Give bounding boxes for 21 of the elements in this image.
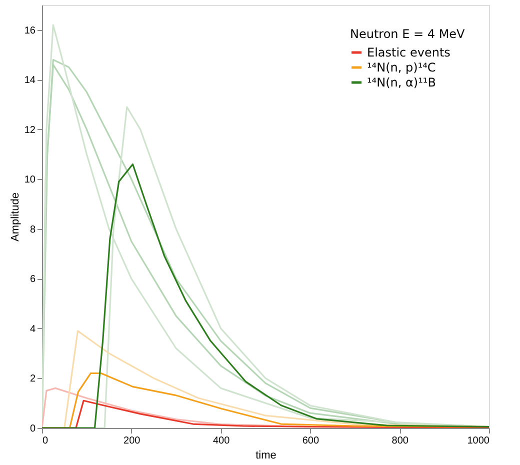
x-tick-label: 200 — [124, 436, 141, 446]
y-tick-label: 8 — [30, 224, 36, 236]
y-tick-label: 0 — [30, 424, 36, 434]
x-tick-label: 0 — [42, 436, 48, 446]
y-tick-label: 4 — [30, 324, 36, 335]
x-tick-label: 400 — [212, 436, 230, 446]
y-tick-label: 6 — [30, 274, 36, 286]
legend-label: ¹⁴N(n, p)¹⁴C — [367, 60, 436, 74]
legend-label: Elastic events — [367, 46, 450, 60]
y-axis-title: Amplitude — [9, 192, 22, 242]
x-tick-label: 800 — [392, 436, 409, 446]
y-tick-label: 2 — [30, 374, 36, 385]
y-tick-label: 14 — [24, 75, 36, 86]
legend-label: ¹⁴N(n, α)¹¹B — [367, 76, 436, 90]
y-tick-label: 10 — [24, 174, 36, 186]
x-axis-title: time — [256, 450, 276, 462]
x-tick-label: 1000 — [467, 436, 490, 446]
legend-title: Neutron E = 4 MeV — [350, 27, 466, 41]
y-tick-label: 12 — [24, 124, 36, 136]
x-tick-label: 600 — [302, 436, 320, 446]
y-tick-label: 16 — [24, 25, 36, 36]
